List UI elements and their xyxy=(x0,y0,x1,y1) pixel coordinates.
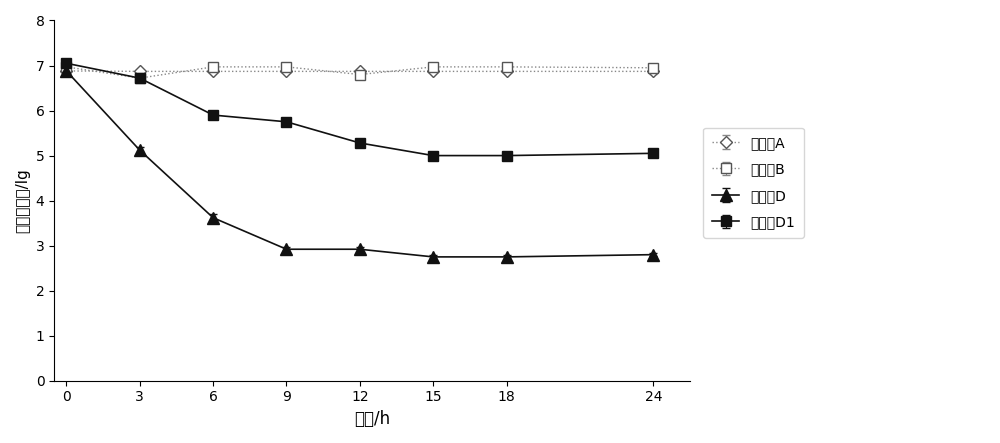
Y-axis label: 细菌对数值/lg: 细菌对数值/lg xyxy=(15,168,30,233)
Legend: 实验组A, 实验组B, 实验组D, 实验组D1: 实验组A, 实验组B, 实验组D, 实验组D1 xyxy=(703,128,804,238)
X-axis label: 时间/h: 时间/h xyxy=(354,410,390,428)
